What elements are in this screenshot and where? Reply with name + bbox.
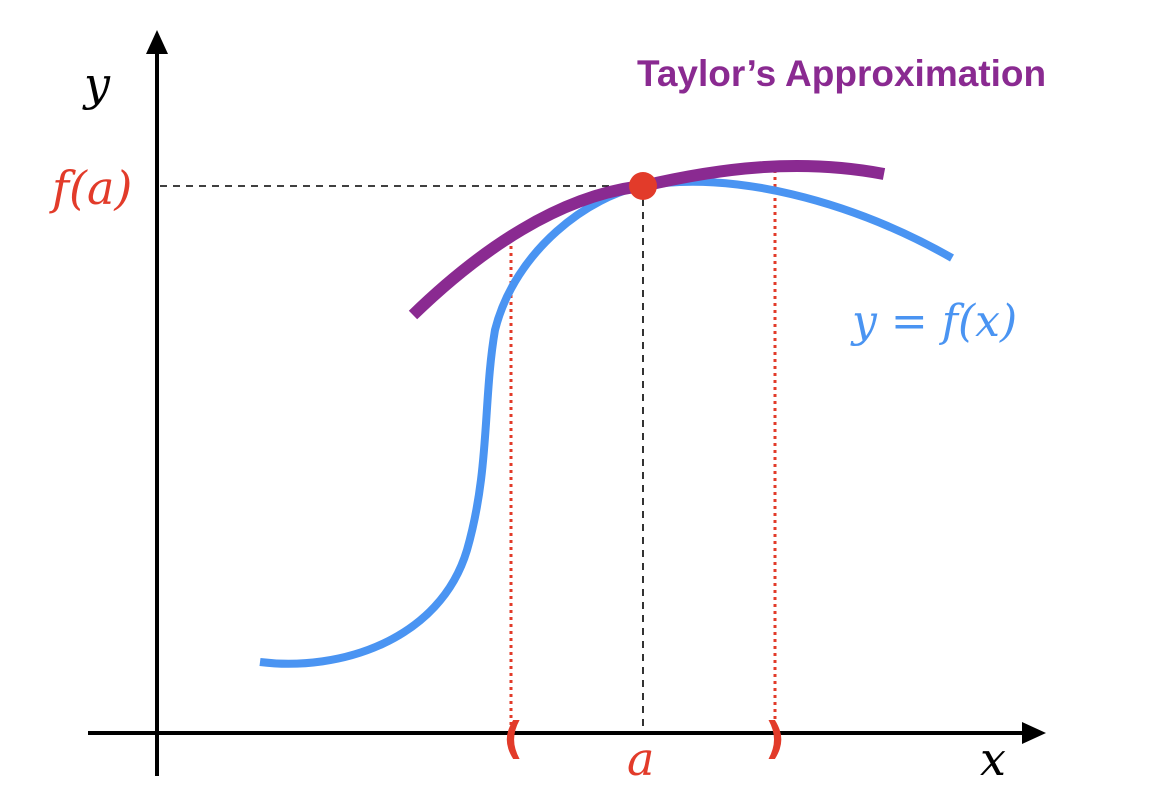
y-axis-label: y [82, 57, 111, 111]
diagram-title: Taylor’s Approximation [637, 53, 1046, 94]
a-label: a [627, 732, 654, 786]
curve-label: y = f(x) [850, 296, 1017, 347]
interval-right-paren: ) [765, 713, 785, 764]
tangent-point [629, 172, 657, 200]
x-axis-label: x [980, 732, 1006, 786]
x-axis-arrow [1022, 722, 1046, 744]
function-curve [259, 177, 954, 668]
y-axis-arrow [146, 30, 168, 54]
interval-left-paren: ( [503, 713, 523, 764]
f-of-a-label: f(a) [49, 161, 132, 215]
